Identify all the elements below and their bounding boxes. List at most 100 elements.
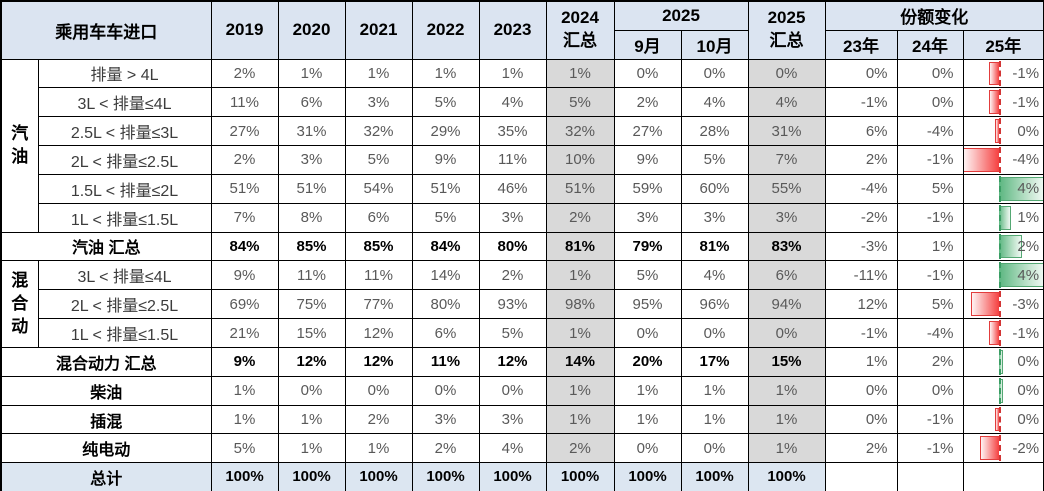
header-cell-2024-sum[interactable]: 2024 汇总 (545, 0, 615, 60)
cell-2021[interactable]: 85% (344, 231, 413, 262)
header-cell-2019[interactable]: 2019 (210, 0, 279, 60)
cell-chg-24[interactable]: 0% (896, 375, 964, 406)
cell-chg-23[interactable]: 2% (824, 433, 898, 464)
cell-chg-25[interactable]: 0% (962, 116, 1044, 147)
cell-2020[interactable]: 8% (277, 202, 346, 233)
cell-chg-23[interactable]: -11% (824, 260, 898, 291)
cell-chg-24[interactable]: -1% (896, 433, 964, 464)
cell-2023[interactable]: 80% (478, 231, 547, 262)
cell-2024-sum[interactable]: 1% (545, 260, 615, 291)
cell-chg-23[interactable]: -1% (824, 318, 898, 348)
cell-2025-sum[interactable]: 7% (747, 145, 826, 175)
header-cell-chg-25[interactable]: 25年 (962, 29, 1044, 60)
cell-chg-25[interactable]: 2% (962, 231, 1044, 262)
cell-2020[interactable]: 75% (277, 289, 346, 320)
cell-chg-23[interactable]: 12% (824, 289, 898, 320)
cell-chg-25[interactable]: -1% (962, 87, 1044, 118)
cell-2022[interactable]: 1% (411, 58, 480, 89)
row-label[interactable]: 插混 (0, 404, 212, 435)
cell-2019[interactable]: 2% (210, 58, 279, 89)
cell-2023[interactable]: 0% (478, 375, 547, 406)
cell-2025-oct[interactable]: 60% (680, 173, 749, 204)
cell-2024-sum[interactable]: 81% (545, 231, 615, 262)
header-cell-2021[interactable]: 2021 (344, 0, 413, 60)
cell-chg-23[interactable]: 0% (824, 404, 898, 435)
cell-2020[interactable]: 12% (277, 346, 346, 377)
cell-chg-25[interactable]: -1% (962, 318, 1044, 348)
cell-chg-24[interactable]: 5% (896, 173, 964, 204)
header-cell-2022[interactable]: 2022 (411, 0, 480, 60)
cell-2021[interactable]: 0% (344, 375, 413, 406)
cell-2021[interactable]: 5% (344, 145, 413, 175)
cell-2025-oct[interactable]: 3% (680, 202, 749, 233)
cell-chg-23[interactable]: 0% (824, 375, 898, 406)
cell-2024-sum[interactable]: 1% (545, 375, 615, 406)
cell-2022[interactable]: 84% (411, 231, 480, 262)
cell-2022[interactable]: 11% (411, 346, 480, 377)
cell-2025-sep[interactable]: 27% (613, 116, 682, 147)
cell-2025-oct[interactable]: 0% (680, 318, 749, 348)
row-label[interactable]: 1L < 排量≤1.5L (37, 202, 212, 233)
cell-2019[interactable]: 84% (210, 231, 279, 262)
cell-chg-25[interactable]: 0% (962, 404, 1044, 435)
cell-chg-25[interactable]: -1% (962, 58, 1044, 89)
cell-2025-oct[interactable]: 4% (680, 87, 749, 118)
cell-2022[interactable]: 9% (411, 145, 480, 175)
cell-2020[interactable]: 6% (277, 87, 346, 118)
header-cell-2025-group[interactable]: 2025 (613, 0, 749, 31)
cell-2023[interactable]: 2% (478, 260, 547, 291)
cell-chg-24[interactable] (896, 462, 964, 491)
cell-2024-sum[interactable]: 2% (545, 202, 615, 233)
cell-2023[interactable]: 5% (478, 318, 547, 348)
cell-2023[interactable]: 35% (478, 116, 547, 147)
cell-2020[interactable]: 1% (277, 404, 346, 435)
cell-2020[interactable]: 85% (277, 231, 346, 262)
cell-2025-sum[interactable]: 1% (747, 404, 826, 435)
row-label[interactable]: 2L < 排量≤2.5L (37, 145, 212, 175)
cell-chg-23[interactable]: 1% (824, 346, 898, 377)
cell-2019[interactable]: 1% (210, 404, 279, 435)
cell-2024-sum[interactable]: 1% (545, 318, 615, 348)
cell-2025-oct[interactable]: 0% (680, 58, 749, 89)
cell-2025-sep[interactable]: 100% (613, 462, 682, 491)
row-label[interactable]: 柴油 (0, 375, 212, 406)
cell-chg-24[interactable]: -4% (896, 116, 964, 147)
row-label[interactable]: 排量 > 4L (37, 58, 212, 89)
cell-2021[interactable]: 32% (344, 116, 413, 147)
row-label[interactable]: 1L < 排量≤1.5L (37, 318, 212, 348)
cell-2020[interactable]: 11% (277, 260, 346, 291)
cell-2024-sum[interactable]: 10% (545, 145, 615, 175)
cell-2022[interactable]: 6% (411, 318, 480, 348)
row-label[interactable]: 汽油 汇总 (0, 231, 212, 262)
cell-2021[interactable]: 100% (344, 462, 413, 491)
cell-2024-sum[interactable]: 98% (545, 289, 615, 320)
group-label[interactable]: 混 合 动 (0, 260, 39, 348)
cell-2023[interactable]: 4% (478, 433, 547, 464)
cell-2022[interactable]: 100% (411, 462, 480, 491)
cell-2025-oct[interactable]: 96% (680, 289, 749, 320)
cell-2022[interactable]: 0% (411, 375, 480, 406)
cell-2023[interactable]: 11% (478, 145, 547, 175)
cell-2023[interactable]: 4% (478, 87, 547, 118)
cell-2021[interactable]: 12% (344, 318, 413, 348)
row-label[interactable]: 纯电动 (0, 433, 212, 464)
cell-2024-sum[interactable]: 100% (545, 462, 615, 491)
cell-2021[interactable]: 2% (344, 404, 413, 435)
cell-chg-24[interactable]: 0% (896, 87, 964, 118)
cell-2019[interactable]: 69% (210, 289, 279, 320)
row-label[interactable]: 总计 (0, 462, 212, 491)
cell-2023[interactable]: 93% (478, 289, 547, 320)
cell-2025-sum[interactable]: 1% (747, 375, 826, 406)
row-label[interactable]: 2.5L < 排量≤3L (37, 116, 212, 147)
cell-2019[interactable]: 27% (210, 116, 279, 147)
header-cell-chg-24[interactable]: 24年 (896, 29, 964, 60)
cell-2019[interactable]: 11% (210, 87, 279, 118)
cell-chg-23[interactable]: -3% (824, 231, 898, 262)
cell-chg-25[interactable] (962, 462, 1044, 491)
cell-2024-sum[interactable]: 5% (545, 87, 615, 118)
group-label[interactable]: 汽 油 (0, 58, 39, 233)
header-cell-chg-23[interactable]: 23年 (824, 29, 898, 60)
cell-chg-25[interactable]: 4% (962, 173, 1044, 204)
cell-chg-25[interactable]: 1% (962, 202, 1044, 233)
cell-2024-sum[interactable]: 14% (545, 346, 615, 377)
